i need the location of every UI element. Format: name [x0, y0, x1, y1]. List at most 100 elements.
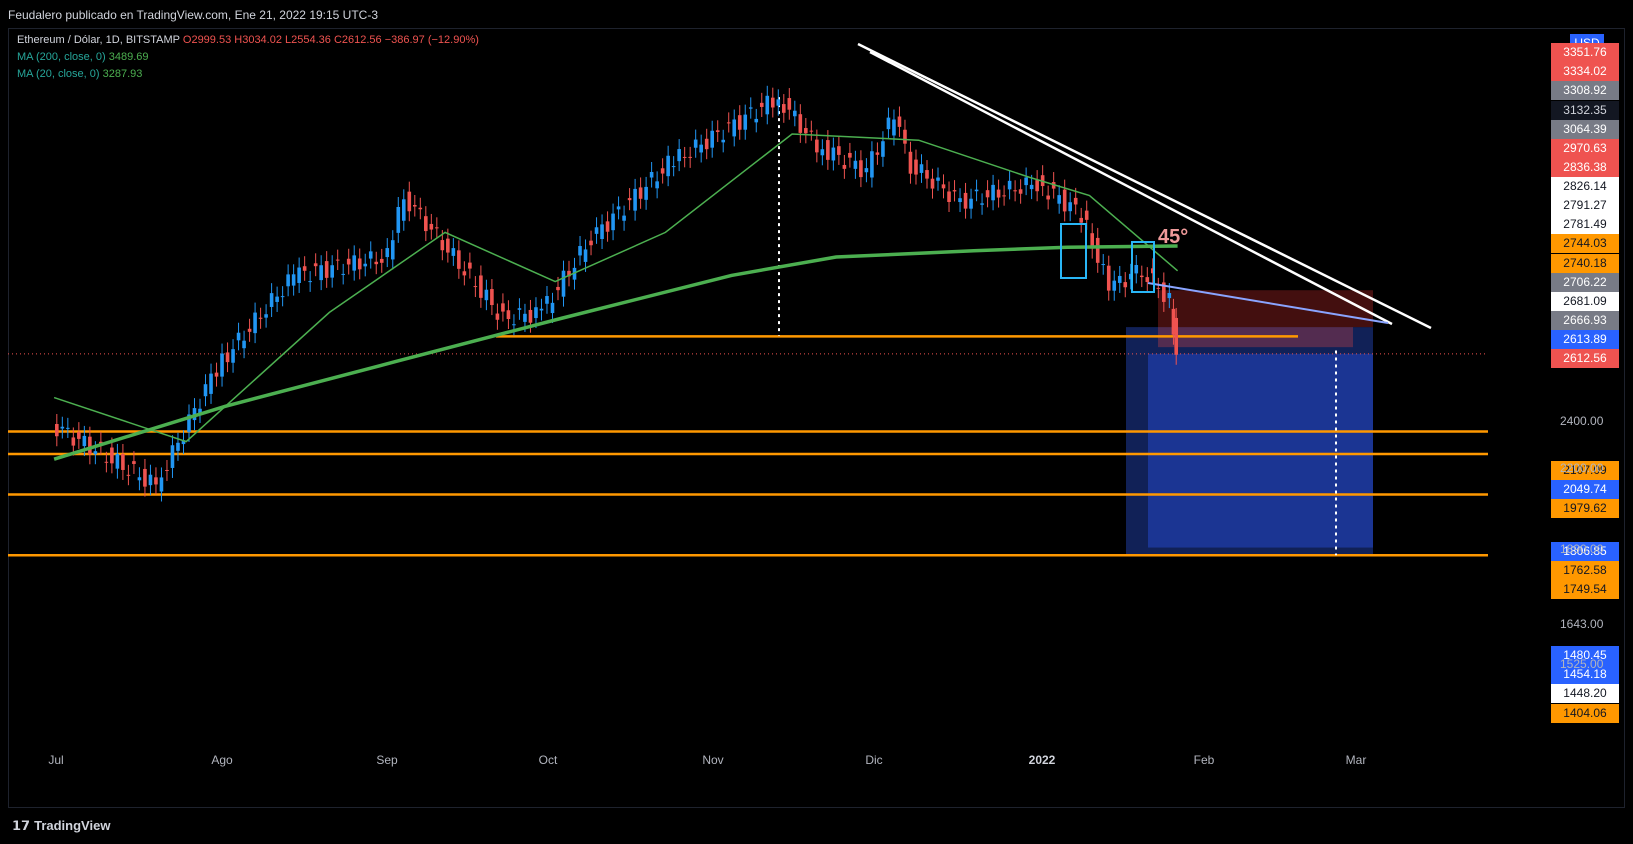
candle-body	[220, 353, 224, 377]
candle-body	[1139, 275, 1144, 278]
candle-body	[82, 435, 87, 447]
candle-body	[346, 258, 351, 265]
candle-body	[1134, 265, 1139, 274]
candle-body	[633, 188, 637, 211]
candle-body	[892, 119, 896, 136]
price-axis-tag: 1454.18	[1551, 665, 1619, 684]
candle-body	[567, 270, 571, 277]
candle-body	[231, 349, 235, 363]
candle-body	[1084, 210, 1089, 220]
price-axis-tick: 2400.00	[1560, 414, 1604, 428]
legend-ohlc: Ethereum / Dólar, 1D, BITSTAMP O2999.53 …	[17, 34, 479, 46]
price-axis-tag: 1806.85	[1551, 542, 1619, 561]
candle-body	[490, 289, 494, 306]
candle-body	[1171, 308, 1176, 335]
candle-body	[864, 168, 869, 173]
candle-body	[357, 258, 362, 270]
candle-body	[578, 246, 582, 256]
candle-body	[677, 149, 681, 162]
price-axis-tag: 2613.89	[1551, 330, 1619, 349]
x-axis-tick-label: Ago	[211, 753, 233, 767]
candle-body	[1145, 277, 1150, 283]
candle-body	[974, 189, 979, 192]
candle-body	[765, 95, 770, 115]
x-axis-tick-label: Oct	[539, 753, 558, 767]
candle-body	[1112, 280, 1117, 291]
candle-body	[644, 186, 648, 200]
candle-body	[952, 190, 957, 192]
candle-body	[622, 215, 626, 221]
candle-body	[748, 107, 753, 109]
candle-body	[126, 474, 131, 476]
candle-body	[941, 184, 946, 189]
candle-body	[401, 199, 406, 221]
candle-body	[1095, 237, 1100, 263]
candle-body	[93, 451, 98, 455]
candle-body	[88, 436, 92, 455]
candle-body	[963, 192, 968, 209]
candle-body	[528, 309, 533, 323]
candle-body	[627, 198, 632, 201]
candle-body	[143, 468, 147, 487]
price-axis-tick: 1890.00	[1560, 542, 1604, 556]
candle-body	[209, 373, 213, 394]
candle-body	[1090, 233, 1095, 249]
candle-body	[881, 141, 885, 157]
candle-body	[501, 303, 505, 312]
price-axis-tag: 3132.35	[1551, 101, 1619, 120]
ma20-label: MA (20, close, 0)	[17, 68, 100, 80]
ma200-line	[53, 244, 1178, 461]
candle-body	[424, 216, 428, 232]
price-axis-tag: 3308.92	[1551, 81, 1619, 100]
candle-body	[732, 119, 737, 137]
candle-body	[154, 477, 158, 485]
candle-body	[1156, 287, 1161, 289]
candle-body	[550, 302, 555, 314]
candle-body	[1068, 202, 1072, 212]
x-axis-tick-label: Jul	[48, 753, 63, 767]
candle-body	[996, 189, 1001, 198]
candle-body	[1106, 265, 1111, 291]
publisher-line: Feudalero publicado en TradingView.com, …	[8, 8, 379, 22]
candle-body	[699, 144, 703, 153]
candle-body	[1128, 273, 1133, 280]
candle-body	[710, 130, 715, 148]
candle-body	[1029, 184, 1034, 190]
candle-body	[435, 227, 439, 229]
price-axis-tag: 1979.62	[1551, 499, 1619, 518]
candle-body	[121, 453, 125, 470]
price-axis-tag: 1749.54	[1551, 580, 1619, 599]
candle-body	[870, 151, 874, 178]
candle-body	[1046, 195, 1050, 200]
candle-body	[523, 313, 527, 322]
price-axis-tick: 1525.00	[1560, 657, 1604, 671]
candle-body	[457, 250, 461, 269]
candle-body	[600, 224, 604, 240]
candle-body	[440, 240, 445, 251]
x-axis-tick-label: Feb	[1194, 753, 1215, 767]
ma20-line	[53, 133, 1179, 443]
candle-body	[341, 273, 346, 275]
tradingview-logo[interactable]: 𝟭𝟳 TradingView	[12, 818, 110, 834]
price-axis-tag: 1448.20	[1551, 684, 1619, 703]
candle-body	[754, 118, 759, 123]
x-axis-tick-label: 2022	[1029, 753, 1056, 767]
brand-label: TradingView	[34, 818, 111, 833]
candle-body	[1002, 195, 1006, 197]
candle-body	[60, 426, 65, 429]
candle-body	[214, 372, 219, 377]
target-zone-inner	[1148, 353, 1373, 548]
candle-body	[451, 248, 456, 256]
candle-body	[1013, 190, 1017, 192]
candle-body	[842, 164, 847, 169]
candle-body	[1101, 264, 1106, 266]
price-axis-tick: 1643.00	[1560, 617, 1604, 631]
candle-body	[104, 461, 109, 463]
candle-body	[991, 184, 995, 201]
candle-body	[407, 191, 412, 212]
candle-body	[1174, 317, 1179, 355]
candle-body	[831, 147, 836, 161]
ma20-value: 3287.93	[102, 68, 143, 80]
price-chart[interactable]: 45° Jul Ago Sep Oct Nov Dic 2022 Feb Mar	[8, 28, 1625, 808]
candle-body	[820, 149, 825, 156]
